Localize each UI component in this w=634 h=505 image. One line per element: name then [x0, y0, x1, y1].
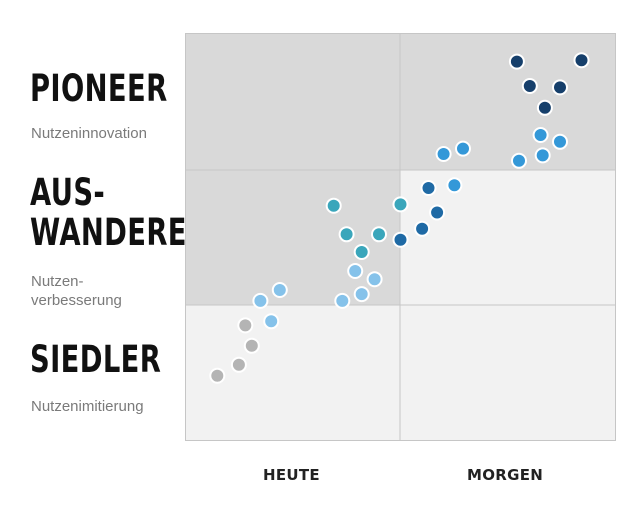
quadrant-cell-1-1 [400, 170, 616, 305]
row-subtitle-auswanderer: Nutzen- verbesserung [31, 273, 122, 309]
row-subtitle-siedler: Nutzenimitierung [31, 398, 144, 415]
row-title-pioneer: PIONEER [30, 67, 168, 110]
data-point-0 [508, 53, 525, 70]
data-point-17 [392, 196, 409, 213]
data-point-6 [552, 133, 568, 150]
data-point-5 [532, 127, 549, 143]
data-point-27 [263, 313, 280, 330]
data-point-23 [353, 286, 370, 303]
row-subtitle-pioneer: Nutzeninnovation [31, 125, 147, 142]
quadrant-cell-1-0 [185, 170, 400, 305]
data-point-7 [534, 147, 551, 164]
data-point-22 [366, 271, 383, 288]
column-label-heute: HEUTE [263, 466, 320, 484]
data-point-3 [552, 79, 568, 96]
data-point-9 [435, 146, 452, 162]
data-point-16 [325, 197, 342, 214]
chart-frame [185, 33, 616, 441]
data-point-28 [237, 317, 254, 334]
data-point-1 [573, 52, 590, 69]
column-label-morgen: MORGEN [467, 466, 544, 484]
data-point-29 [243, 337, 260, 354]
data-point-31 [209, 367, 226, 384]
data-point-25 [271, 282, 288, 298]
data-point-14 [414, 220, 431, 237]
data-point-12 [420, 180, 437, 196]
quadrant-cell-0-0 [185, 33, 400, 170]
data-point-11 [446, 177, 463, 194]
quadrant-cell-2-1 [400, 305, 616, 441]
data-point-2 [521, 78, 538, 94]
data-point-18 [338, 226, 355, 243]
data-point-30 [230, 356, 247, 373]
data-point-19 [371, 226, 387, 243]
data-point-21 [347, 263, 364, 279]
data-point-10 [455, 140, 471, 157]
data-point-24 [334, 292, 351, 309]
row-title-siedler: SIEDLER [30, 338, 162, 381]
data-point-4 [536, 99, 553, 116]
row-title-auswanderer: AUS- WANDERER [30, 171, 209, 254]
data-point-8 [511, 152, 527, 169]
data-point-13 [429, 204, 446, 221]
data-point-26 [252, 292, 269, 309]
data-point-20 [353, 244, 370, 260]
data-point-15 [392, 231, 409, 248]
